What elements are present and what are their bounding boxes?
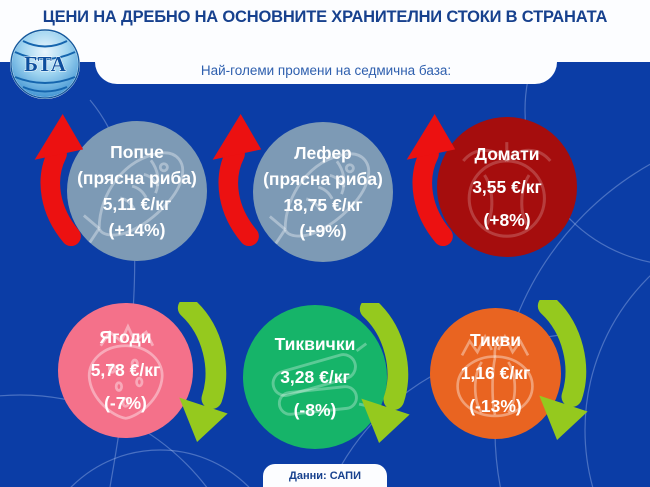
pumpkin-icon xyxy=(456,334,535,418)
product-note: (прясна риба) xyxy=(263,169,383,189)
source-badge: Данни: САПИ xyxy=(263,464,387,487)
source-label: Данни: САПИ xyxy=(288,469,361,482)
product-change: (+9%) xyxy=(299,221,347,241)
product-name: Тикви xyxy=(469,330,522,350)
product-note: (прясна риба) xyxy=(77,168,197,188)
price-circle-yagodi: Ягоди 5,78 €/кг (-7%) xyxy=(58,303,193,438)
price-down-arrow-icon xyxy=(359,303,410,444)
product-change: (+8%) xyxy=(483,209,531,230)
logo-text: БТА xyxy=(24,52,67,76)
price-circle-domati: Домати 3,55 €/кг (+8%) xyxy=(437,117,577,257)
globe-icon: БТА xyxy=(10,29,80,99)
product-price: 3,28 €/кг xyxy=(280,366,350,387)
strawberry-icon xyxy=(87,323,164,420)
price-circle-tikvichki: Тиквички 3,28 €/кг (-8%) xyxy=(243,305,387,449)
product-price: 18,75 €/кг xyxy=(283,195,363,215)
product-price: 3,55 €/кг xyxy=(472,176,542,197)
price-circle-lefer: Лефер (прясна риба) 18,75 €/кг (+9%) xyxy=(253,122,393,262)
product-price: 1,16 €/кг xyxy=(460,363,531,383)
product-change: (-8%) xyxy=(293,399,337,420)
subtitle: Най-големи промени на седмична база: xyxy=(200,63,452,78)
tomato-icon xyxy=(462,142,552,238)
product-change: (-7%) xyxy=(104,393,147,413)
price-down-arrow-icon xyxy=(177,302,228,443)
product-name: Домати xyxy=(474,143,540,164)
fish-icon xyxy=(83,151,185,244)
price-circle-popche: Попче (прясна риба) 5,11 €/кг (+14%) xyxy=(67,121,207,261)
fish-icon xyxy=(269,152,371,245)
price-circle-tikvi: Тикви 1,16 €/кг (-13%) xyxy=(430,308,561,439)
title-line-1: ЦЕНИ НА ДРЕБНО НА ОСНОВНИТЕ ХРАНИТЕЛНИ С… xyxy=(42,8,608,26)
product-name: Лефер xyxy=(294,143,352,163)
product-change: (+14%) xyxy=(108,220,166,240)
price-down-arrow-icon xyxy=(537,300,588,441)
subtitle-tab: Най-големи промени на седмична база: xyxy=(95,30,557,84)
product-name: Ягоди xyxy=(99,327,152,347)
price-up-arrow-icon xyxy=(34,113,84,247)
price-up-arrow-icon xyxy=(212,113,262,247)
product-price: 5,78 €/кг xyxy=(90,360,161,380)
price-up-arrow-icon xyxy=(406,113,456,247)
product-change: (-13%) xyxy=(469,396,522,416)
product-name: Тиквички xyxy=(274,333,356,354)
product-name: Попче xyxy=(110,142,164,162)
product-price: 5,11 €/кг xyxy=(102,194,172,214)
bta-logo: БТА xyxy=(9,28,81,100)
